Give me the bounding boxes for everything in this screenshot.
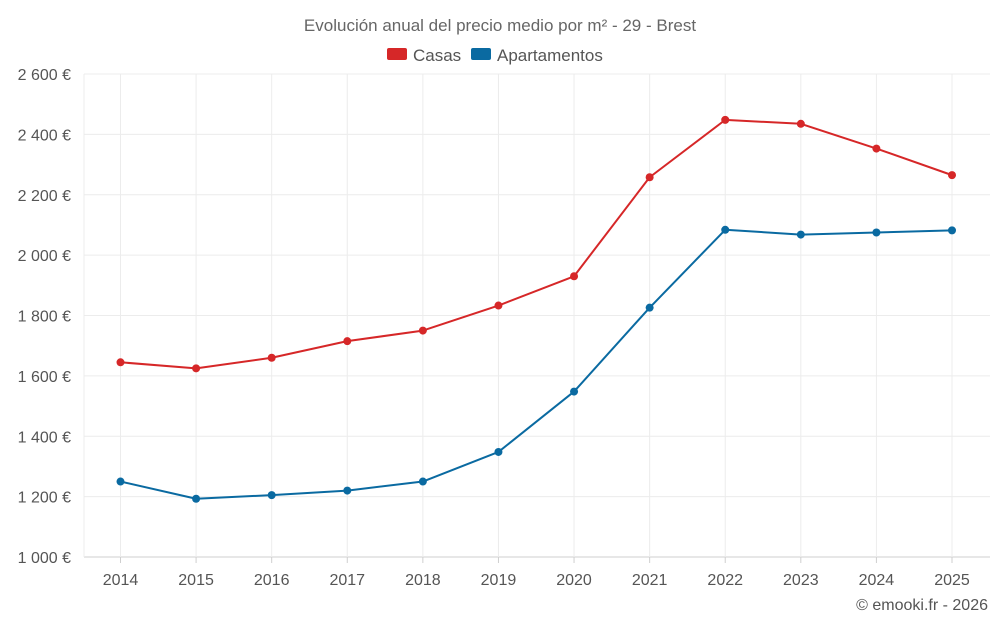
data-point-apartamentos[interactable]: [872, 228, 881, 237]
y-tick-label: 1 600 €: [18, 369, 71, 386]
data-point-casas[interactable]: [267, 353, 276, 362]
x-tick-label: 2021: [632, 572, 668, 589]
x-axis: 2014 2015 2016 2017 2018 2019 2020 2021 2022 2023…: [103, 557, 970, 589]
y-tick-label: 1 200 €: [18, 490, 71, 507]
legend-swatch-apartamentos: [471, 48, 491, 60]
legend-swatch-casas: [387, 48, 407, 60]
series-line-casas: [120, 118, 953, 370]
x-tick-label: 2019: [481, 572, 517, 589]
credit: © emooki.fr - 2026: [856, 597, 988, 614]
chart-title: Evolución anual del precio medio por m² …: [304, 16, 696, 35]
y-tick-label: 2 000 €: [18, 248, 71, 265]
legend-label-apartamentos: Apartamentos: [497, 46, 603, 65]
data-point-casas[interactable]: [192, 364, 201, 373]
x-tick-label: 2015: [178, 572, 214, 589]
x-tick-label: 2020: [556, 572, 592, 589]
data-point-casas[interactable]: [872, 144, 881, 153]
legend-item-casas[interactable]: Casas: [387, 46, 461, 65]
data-point-apartamentos[interactable]: [796, 230, 805, 239]
legend-item-apartamentos[interactable]: Apartamentos: [471, 46, 603, 65]
legend-label-casas: Casas: [413, 46, 461, 65]
data-point-casas[interactable]: [116, 358, 125, 367]
data-point-casas[interactable]: [494, 301, 503, 310]
y-tick-label: 2 600 €: [18, 67, 71, 84]
x-tick-label: 2023: [783, 572, 819, 589]
y-tick-label: 1 400 €: [18, 429, 71, 446]
data-point-apartamentos[interactable]: [192, 494, 201, 503]
grid: [83, 73, 990, 558]
data-point-casas[interactable]: [721, 115, 730, 124]
data-point-apartamentos[interactable]: [645, 303, 654, 312]
data-point-casas[interactable]: [418, 326, 427, 335]
legend: Casas Apartamentos: [387, 46, 603, 65]
y-tick-label: 1 800 €: [18, 309, 71, 326]
x-tick-label: 2016: [254, 572, 290, 589]
data-point-apartamentos[interactable]: [570, 387, 579, 396]
data-point-casas[interactable]: [796, 119, 805, 128]
x-tick-label: 2025: [934, 572, 970, 589]
y-tick-label: 2 200 €: [18, 188, 71, 205]
data-point-apartamentos[interactable]: [267, 491, 276, 500]
data-point-casas[interactable]: [343, 337, 352, 346]
data-point-casas[interactable]: [948, 171, 956, 180]
series-layer: [116, 115, 956, 503]
x-tick-label: 2024: [859, 572, 895, 589]
data-point-apartamentos[interactable]: [721, 225, 730, 234]
y-tick-label: 2 400 €: [18, 127, 71, 144]
y-tick-label: 1 000 €: [18, 550, 71, 567]
data-point-apartamentos[interactable]: [418, 477, 427, 486]
data-point-apartamentos[interactable]: [494, 447, 503, 456]
data-point-apartamentos[interactable]: [116, 477, 125, 486]
x-tick-label: 2014: [103, 572, 139, 589]
series-line-apartamentos: [120, 228, 953, 500]
x-tick-label: 2022: [707, 572, 743, 589]
data-point-apartamentos[interactable]: [948, 226, 956, 235]
x-tick-label: 2018: [405, 572, 441, 589]
data-point-casas[interactable]: [645, 173, 654, 182]
y-axis: 1 000 € 1 200 € 1 400 € 1 600 € 1 800 € 2 000…: [18, 67, 71, 567]
data-point-apartamentos[interactable]: [343, 486, 352, 495]
data-point-casas[interactable]: [570, 272, 579, 281]
x-tick-label: 2017: [329, 572, 365, 589]
